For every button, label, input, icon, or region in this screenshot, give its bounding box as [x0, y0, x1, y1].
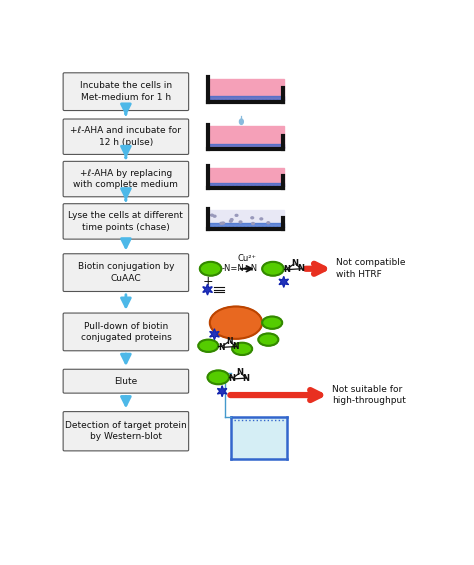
- Text: Elute: Elute: [114, 377, 137, 386]
- Ellipse shape: [235, 214, 238, 216]
- Text: +ℓ-AHA and incubate for
12 h (pulse): +ℓ-AHA and incubate for 12 h (pulse): [70, 127, 182, 147]
- Ellipse shape: [239, 221, 242, 223]
- Text: N: N: [218, 343, 225, 352]
- Ellipse shape: [208, 371, 229, 384]
- Ellipse shape: [262, 262, 284, 276]
- Bar: [209, 210, 284, 227]
- Ellipse shape: [230, 219, 233, 220]
- Text: N: N: [226, 337, 232, 346]
- Ellipse shape: [251, 217, 254, 219]
- Ellipse shape: [210, 214, 213, 216]
- FancyBboxPatch shape: [63, 204, 189, 239]
- Text: -N=N=N: -N=N=N: [221, 264, 257, 273]
- Ellipse shape: [210, 306, 262, 339]
- Ellipse shape: [222, 222, 225, 224]
- Ellipse shape: [262, 316, 282, 329]
- Bar: [209, 79, 284, 100]
- Ellipse shape: [267, 222, 270, 224]
- FancyBboxPatch shape: [63, 412, 189, 451]
- FancyBboxPatch shape: [63, 119, 189, 154]
- Polygon shape: [210, 329, 219, 340]
- Bar: [209, 96, 284, 100]
- Bar: [209, 182, 284, 186]
- Polygon shape: [203, 284, 212, 295]
- Ellipse shape: [252, 223, 255, 224]
- FancyBboxPatch shape: [63, 162, 189, 197]
- Text: Not suitable for
high-throughput: Not suitable for high-throughput: [332, 385, 406, 406]
- Text: +ℓ-AHA by replacing
with complete medium: +ℓ-AHA by replacing with complete medium: [73, 169, 178, 189]
- Text: Pull-down of biotin
conjugated proteins: Pull-down of biotin conjugated proteins: [81, 321, 171, 342]
- Polygon shape: [218, 386, 227, 397]
- Text: Detection of target protein
by Western-blot: Detection of target protein by Western-b…: [65, 421, 187, 441]
- Bar: [231, 416, 287, 459]
- FancyBboxPatch shape: [63, 313, 189, 351]
- FancyBboxPatch shape: [63, 370, 189, 393]
- Text: Lyse the cells at different
time points (chase): Lyse the cells at different time points …: [68, 211, 183, 232]
- Bar: [209, 127, 284, 148]
- Text: N: N: [243, 373, 249, 383]
- Ellipse shape: [258, 333, 278, 346]
- Bar: [209, 144, 284, 148]
- Text: N: N: [237, 368, 243, 377]
- Text: Biotin conjugation by
CuAAC: Biotin conjugation by CuAAC: [78, 262, 174, 283]
- Ellipse shape: [213, 215, 216, 217]
- Ellipse shape: [229, 220, 232, 222]
- Ellipse shape: [260, 218, 263, 220]
- Text: +: +: [202, 275, 213, 288]
- Ellipse shape: [239, 119, 243, 124]
- Text: N: N: [297, 264, 304, 273]
- Text: N: N: [283, 265, 290, 274]
- Text: Incubate the cells in
Met-medium for 1 h: Incubate the cells in Met-medium for 1 h: [80, 81, 172, 102]
- Text: Cu²⁺: Cu²⁺: [237, 254, 256, 263]
- Ellipse shape: [198, 340, 219, 352]
- Polygon shape: [279, 276, 288, 287]
- Bar: [209, 168, 284, 186]
- Text: N: N: [228, 375, 236, 384]
- Ellipse shape: [232, 343, 252, 355]
- Text: Not compatible
with HTRF: Not compatible with HTRF: [336, 258, 406, 279]
- Text: N: N: [291, 259, 298, 268]
- FancyBboxPatch shape: [63, 73, 189, 111]
- Ellipse shape: [220, 223, 223, 224]
- FancyBboxPatch shape: [63, 254, 189, 292]
- Ellipse shape: [200, 262, 221, 276]
- Text: N: N: [232, 342, 238, 351]
- Bar: [209, 223, 284, 227]
